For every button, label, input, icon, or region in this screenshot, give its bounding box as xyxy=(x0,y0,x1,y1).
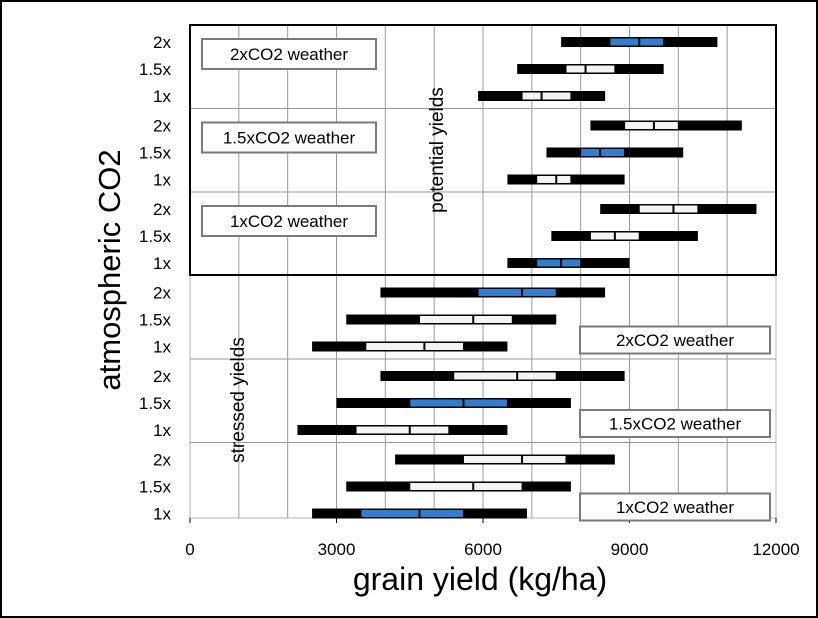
y-tick-label: 1.5x xyxy=(139,60,172,79)
weather-label-box xyxy=(579,325,771,355)
x-tick-label: 12000 xyxy=(752,540,799,559)
y-tick-label: 1x xyxy=(153,254,171,273)
y-tick-label: 2x xyxy=(153,117,171,136)
weather-label: 1.5xCO2 weather xyxy=(609,415,742,434)
potential-yields-frame xyxy=(189,24,777,276)
y-axis-title: atmospheric CO2 xyxy=(92,149,127,390)
iqr-box xyxy=(453,371,557,381)
iqr-box xyxy=(536,258,582,268)
weather-label-box xyxy=(201,38,377,70)
iqr-box xyxy=(360,509,464,518)
iqr-box xyxy=(462,455,567,464)
y-tick-label: 2x xyxy=(153,33,171,52)
y-tick-label: 1x xyxy=(153,505,171,524)
weather-label-box xyxy=(201,121,377,154)
y-tick-label: 2x xyxy=(153,284,171,303)
y-tick-label: 2x xyxy=(153,451,171,470)
iqr-box xyxy=(365,342,464,351)
x-tick-label: 6000 xyxy=(464,540,502,559)
y-tick-label: 2x xyxy=(153,200,171,219)
iqr-box xyxy=(409,482,523,491)
y-tick-label: 2x xyxy=(153,367,171,386)
section-label-stressed: stressed yields xyxy=(228,337,249,463)
weather-label: 2xCO2 weather xyxy=(616,331,734,350)
iqr-box xyxy=(355,425,450,435)
y-tick-label: 1.5x xyxy=(139,311,172,330)
weather-label: 1xCO2 weather xyxy=(616,498,734,517)
y-tick-label: 1x xyxy=(153,338,171,357)
iqr-box xyxy=(521,91,572,101)
iqr-box xyxy=(580,148,626,157)
y-tick-label: 1.5x xyxy=(139,478,172,497)
weather-label-box xyxy=(579,409,771,438)
box-plot-marks xyxy=(297,37,757,519)
y-tick-label: 1.5x xyxy=(139,394,172,413)
weather-label-box xyxy=(579,492,771,522)
y-tick-label: 1.5x xyxy=(139,144,172,163)
iqr-box xyxy=(609,37,665,47)
x-tick-label: 0 xyxy=(185,540,194,559)
iqr-box xyxy=(536,175,572,184)
y-tick-label: 1x xyxy=(153,87,171,106)
y-tick-label: 1x xyxy=(153,171,171,190)
iqr-box xyxy=(638,204,699,214)
weather-labels: 2xCO2 weather 1.5xCO2 weather 1xCO2 weathe… xyxy=(201,38,771,522)
section-label-potential: potential yields xyxy=(427,87,448,213)
iqr-box xyxy=(419,315,513,324)
weather-label-box xyxy=(201,205,377,237)
x-tick-label: 3000 xyxy=(318,540,356,559)
weather-label: 1.5xCO2 weather xyxy=(223,129,356,148)
x-tick-label: 9000 xyxy=(611,540,649,559)
iqr-box xyxy=(477,288,557,297)
y-tick-labels: 2x 1.5x 1x 2x 1.5x 1x 2x 1.5x 1x 2x 1.5x 1x 2x 1.5x 1x… xyxy=(139,33,172,524)
y-tick-label: 1x xyxy=(153,421,171,440)
weather-label: 2xCO2 weather xyxy=(230,45,348,64)
y-tick-label: 1.5x xyxy=(139,227,172,246)
iqr-box xyxy=(624,121,679,130)
x-axis-title: grain yield (kg/ha) xyxy=(353,561,607,597)
iqr-box xyxy=(565,64,616,74)
weather-label: 1xCO2 weather xyxy=(230,212,348,231)
iqr-box xyxy=(409,398,508,408)
x-axis: 0 3000 6000 9000 12000 xyxy=(185,518,800,559)
